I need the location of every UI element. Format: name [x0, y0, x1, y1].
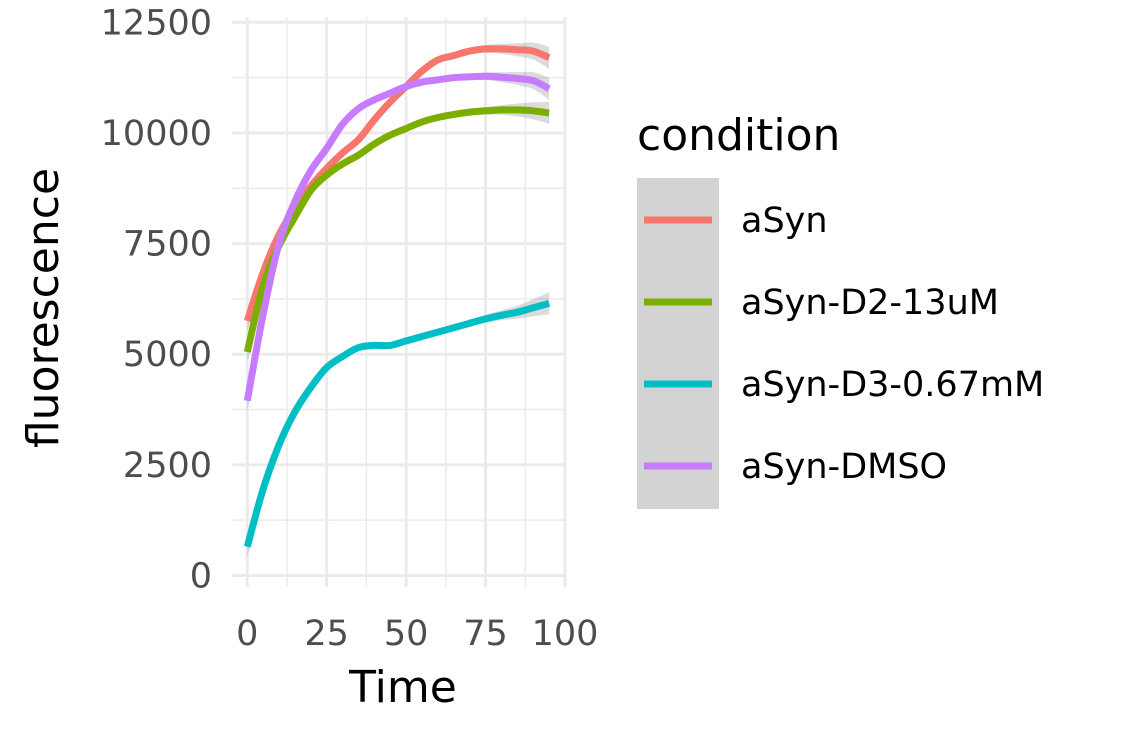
legend-label: aSyn-D3-0.67mM: [741, 365, 1044, 405]
y-tick-label: 7500: [123, 225, 212, 265]
legend-items: aSyn aSyn-D2-13uM aSyn-D3-0.67mM aSyn-DMSO: [644, 201, 1044, 487]
y-tick-label: 12500: [101, 3, 212, 43]
legend-title: condition: [637, 110, 840, 161]
confidence-band-asyn-d3-0-67mm: [247, 292, 550, 558]
series-lines: [243, 45, 551, 548]
series-line-asyn-dmso: [243, 72, 551, 402]
confidence-bands: [247, 42, 550, 558]
legend-label: aSyn: [741, 201, 828, 241]
y-tick-label: 2500: [123, 446, 212, 486]
y-axis-title: fluorescence: [18, 168, 69, 448]
x-tick-label: 75: [463, 614, 508, 654]
x-tick-label: 25: [304, 614, 349, 654]
series-line-asyn-d3-0-67mm: [243, 299, 551, 548]
x-tick-label: 0: [236, 614, 258, 654]
y-tick-label: 10000: [101, 114, 212, 154]
legend-item-asyn: aSyn: [644, 201, 828, 241]
x-axis-title: Time: [348, 662, 457, 713]
x-axis-ticks: 0 25 50 75 100: [236, 614, 598, 654]
legend-item-asyn-dmso: aSyn-DMSO: [644, 447, 947, 487]
confidence-band-asyn-d2-13um: [247, 102, 550, 363]
x-tick-label: 50: [384, 614, 429, 654]
legend-label: aSyn-D2-13uM: [741, 283, 999, 323]
y-tick-label: 0: [190, 556, 212, 596]
legend-item-asyn-d2-13um: aSyn-D2-13uM: [644, 283, 999, 323]
confidence-band-asyn-dmso: [247, 71, 550, 412]
legend-item-asyn-d3-0-67mm: aSyn-D3-0.67mM: [644, 365, 1044, 405]
legend-label: aSyn-DMSO: [741, 447, 947, 487]
series-line-asyn-d2-13um: [243, 106, 550, 353]
y-tick-label: 5000: [123, 335, 212, 375]
legend-key-background: [637, 178, 719, 509]
x-tick-label: 100: [532, 614, 599, 654]
legend: condition aSyn aSyn-D2-13uM aSyn-D3-0.67mM…: [637, 110, 1044, 509]
y-axis-ticks: 0 2500 5000 7500 10000 12500: [101, 3, 212, 596]
grid-lines: [232, 17, 567, 587]
